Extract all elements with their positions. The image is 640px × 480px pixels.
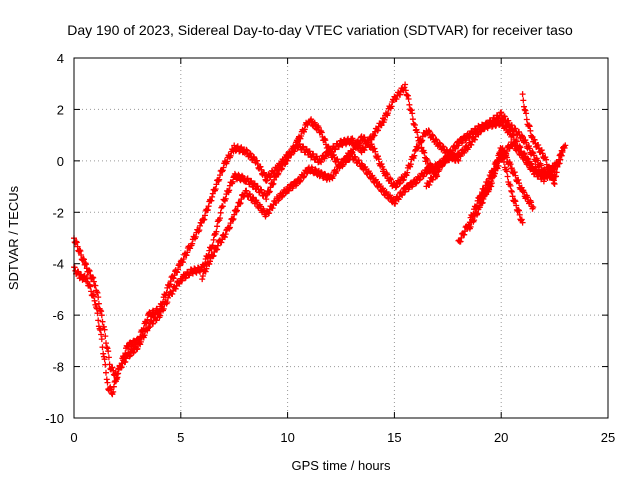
plot-frame [73, 57, 609, 419]
point-markers [455, 150, 526, 245]
series-track-6 [466, 139, 569, 232]
y-tick-label: -4 [52, 257, 64, 272]
point-markers [71, 81, 441, 381]
y-tick-label: 0 [57, 154, 64, 169]
x-tick-label: 15 [387, 430, 401, 445]
y-tick-label: -6 [52, 308, 64, 323]
point-markers [71, 116, 462, 398]
y-tick-label: -2 [52, 205, 64, 220]
x-tick-label: 10 [280, 430, 294, 445]
x-tick-label: 0 [70, 430, 77, 445]
series-track-7 [423, 117, 558, 190]
point-markers [423, 117, 558, 190]
y-tick-label: 2 [57, 102, 64, 117]
x-ticks: 0 5 10 15 20 25 [70, 58, 615, 445]
series-track-8 [476, 145, 537, 212]
point-markers [199, 150, 462, 283]
y-tick-label: -10 [45, 411, 64, 426]
x-axis-label: GPS time / hours [292, 458, 391, 473]
y-tick-label: 4 [57, 51, 64, 66]
y-axis-label: SDTVAR / TECUs [6, 185, 21, 290]
chart-title: Day 190 of 2023, Sidereal Day-to-day VTE… [67, 22, 573, 38]
series-track-9 [519, 91, 558, 187]
y-ticks: -10 -8 -6 -4 -2 0 2 4 [45, 51, 608, 426]
x-tick-label: 5 [177, 430, 184, 445]
point-markers [466, 139, 569, 232]
x-tick-label: 25 [601, 430, 615, 445]
point-markers [476, 145, 537, 212]
series-track-1 [71, 81, 441, 381]
x-tick-label: 20 [494, 430, 508, 445]
series-track-3 [199, 150, 462, 283]
y-tick-label: -8 [52, 360, 64, 375]
series-track-5 [455, 150, 526, 245]
point-markers [519, 91, 558, 187]
data-points [71, 81, 569, 398]
series-track-2 [71, 116, 462, 398]
grid [74, 58, 608, 418]
